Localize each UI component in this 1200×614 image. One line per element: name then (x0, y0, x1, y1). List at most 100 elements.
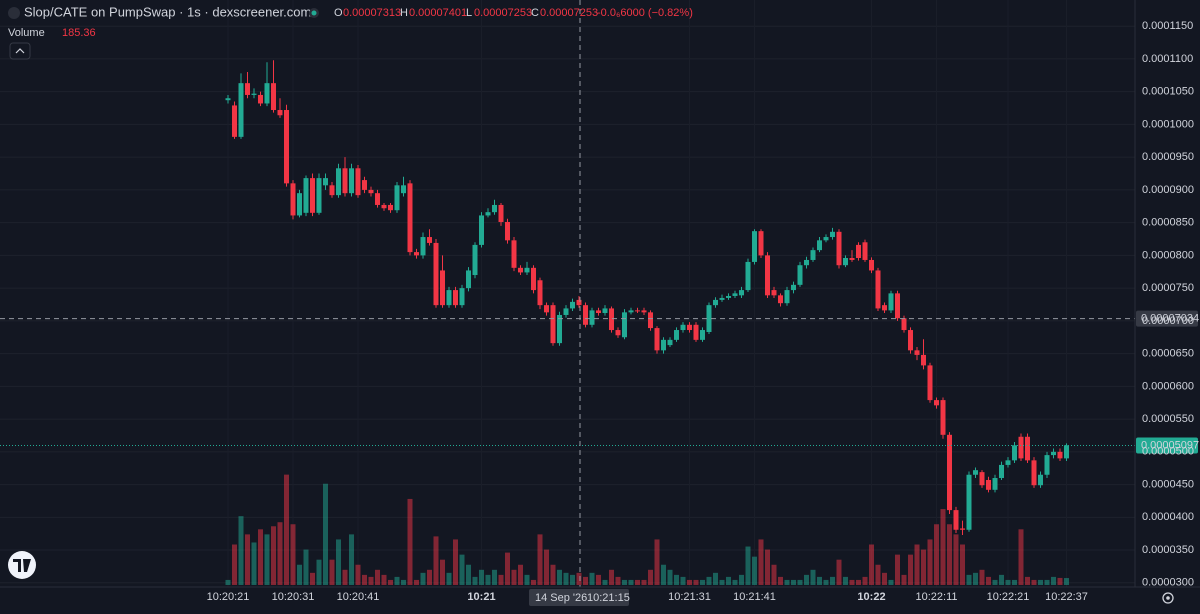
volume-bar (856, 579, 861, 585)
collapse-button[interactable] (9, 42, 31, 60)
volume-bar (648, 569, 653, 585)
volume-bar (830, 576, 835, 585)
candle-body (615, 330, 621, 336)
volume-bar (1051, 576, 1056, 585)
candle-body (414, 252, 419, 256)
candle-body (934, 400, 939, 406)
volume-bar (258, 529, 263, 585)
volume-bar (940, 509, 946, 585)
candle-body (752, 231, 757, 262)
candle-body (667, 339, 673, 346)
volume-bar (329, 559, 335, 585)
volume-bar (238, 516, 244, 585)
candle-body (765, 255, 770, 296)
volume-bar (492, 569, 497, 585)
volume-bar (635, 579, 640, 585)
volume-bar (667, 569, 673, 585)
candle-body (940, 400, 946, 435)
candle-body (518, 267, 523, 273)
volume-bar (674, 574, 679, 585)
legend-close: 0.00007253 (540, 7, 598, 19)
y-tick-label: 0.0000650 (1142, 348, 1194, 360)
volume-bar (960, 544, 965, 585)
candle-body (999, 464, 1004, 479)
candle-body (550, 305, 556, 344)
candle-body (1025, 436, 1030, 461)
candle-body (277, 110, 283, 116)
candle-body (674, 330, 679, 340)
crosshair-price-label: 0.00007034 (1141, 313, 1199, 325)
candle-body (648, 312, 653, 329)
volume-bar (550, 564, 556, 585)
x-tick-label: 10:22:11 (915, 591, 957, 603)
volume-bar (1012, 579, 1017, 585)
y-tick-label: 0.0001150 (1142, 20, 1193, 32)
volume-bar (804, 574, 809, 585)
volume-bar (570, 574, 575, 585)
y-tick-label: 0.0000800 (1142, 249, 1194, 261)
volume-bar (505, 552, 510, 585)
volume-bar (778, 576, 783, 585)
legend-open: 0.00007313 (343, 7, 401, 19)
volume-bar (472, 576, 478, 585)
y-tick-label: 0.0000750 (1142, 282, 1194, 294)
volume-bar (849, 579, 855, 585)
candle-body (654, 328, 660, 351)
candle-body (966, 474, 972, 530)
volume-layer (225, 474, 1069, 585)
y-tick-label: 0.0000400 (1142, 511, 1194, 523)
volume-bar (1044, 579, 1050, 585)
y-tick-label: 0.0001050 (1142, 86, 1194, 98)
legend-change: -0.0₆6000 (−0.82%) (597, 7, 693, 19)
pair-logo (8, 7, 20, 19)
candle-body (635, 310, 640, 312)
volume-bar (986, 576, 991, 585)
x-tick-label: 10:20:41 (337, 591, 380, 603)
candle-body (355, 168, 361, 196)
volume-bar (979, 569, 985, 585)
crosshair-date: 14 Sep '26 (535, 592, 587, 604)
candle-body (914, 350, 920, 355)
volume-bar (843, 576, 848, 585)
volume-bar (537, 534, 543, 585)
candle-body (804, 259, 809, 266)
volume-bar (596, 574, 601, 585)
volume-bar (479, 569, 484, 585)
y-tick-label: 0.0000500 (1142, 446, 1194, 458)
tradingview-logo[interactable] (8, 551, 36, 579)
volume-bar (355, 564, 361, 585)
volume-bar (420, 572, 426, 585)
volume-bar (336, 539, 341, 585)
volume-bar (1025, 576, 1030, 585)
legend-l: L (466, 7, 472, 19)
candle-body (960, 528, 965, 530)
volume-bar (700, 579, 705, 585)
volume-bar (303, 549, 309, 585)
volume-bar (290, 524, 296, 585)
volume-bar (342, 569, 348, 585)
candle-body (797, 265, 803, 285)
x-tick-label: 10:21:41 (733, 591, 776, 603)
candle-body (485, 212, 491, 216)
chart-title: Slop/CATE on PumpSwap · 1s · dexscreener… (24, 4, 311, 19)
x-tick-label: 10:22:37 (1045, 591, 1088, 603)
y-tick-label: 0.0000600 (1142, 380, 1194, 392)
volume-bar (810, 569, 816, 585)
candle-body (531, 267, 536, 291)
candle-body (271, 83, 276, 111)
volume-bar (602, 579, 608, 585)
candle-body (856, 244, 861, 259)
volume-bar (583, 576, 588, 585)
x-tick-label: 10:20:21 (207, 591, 250, 603)
settings-button[interactable] (1162, 592, 1174, 604)
volume-bar (752, 556, 757, 585)
candle-body (726, 295, 731, 298)
candle-body (739, 290, 744, 296)
volume-bar (966, 574, 972, 585)
volume-bar (927, 539, 933, 585)
candle-body (622, 312, 627, 338)
volume-bar (563, 572, 569, 585)
volume-bar (557, 569, 562, 585)
